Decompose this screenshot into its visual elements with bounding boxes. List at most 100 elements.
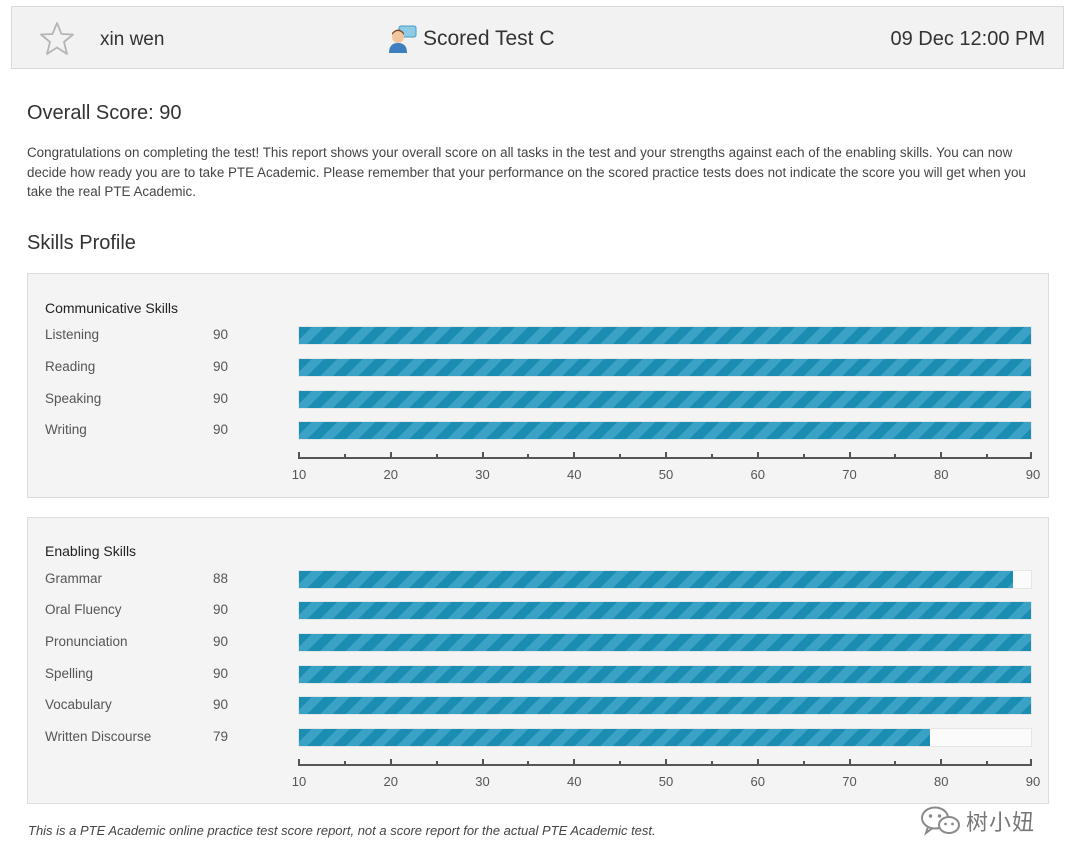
axis-major-tick	[940, 452, 943, 459]
axis-major-tick	[848, 452, 851, 459]
skill-bar-vocabulary	[299, 697, 1031, 714]
skill-bar-track	[298, 601, 1032, 620]
communicative-skills-panel: Communicative Skills Listening 90 Reading 90…	[27, 273, 1049, 498]
skill-score-vocabulary: 90	[213, 697, 229, 712]
skill-label-spelling: Spelling	[45, 666, 94, 681]
skills-profile-title: Skills Profile	[27, 232, 136, 254]
person-chat-icon	[389, 25, 417, 53]
test-title: Scored Test C	[423, 27, 555, 50]
skill-bar-speaking	[299, 391, 1031, 408]
axis-minor-tick	[710, 454, 713, 458]
skill-label-speaking: Speaking	[45, 391, 102, 406]
enabling-skills-panel: Enabling Skills Grammar 88 Oral Fluency 90 Pr…	[27, 517, 1049, 804]
axis-major-tick	[573, 759, 576, 766]
axis-tick-label: 40	[567, 467, 582, 482]
score-axis	[298, 452, 1032, 464]
axis-major-tick	[756, 759, 759, 766]
skill-score-listening: 90	[213, 327, 229, 342]
panel-title: Communicative Skills	[45, 300, 179, 316]
skill-bar-track	[298, 390, 1032, 409]
skill-score-writing: 90	[213, 422, 229, 437]
skill-bar-oral-fluency	[299, 602, 1031, 619]
skill-label-writing: Writing	[45, 422, 87, 437]
axis-major-tick	[298, 759, 300, 766]
skill-bar-track	[298, 358, 1032, 377]
axis-minor-tick	[619, 454, 622, 458]
axis-minor-tick	[435, 761, 438, 765]
axis-minor-tick	[802, 761, 805, 765]
skill-score-spelling: 90	[213, 666, 229, 681]
skill-score-speaking: 90	[213, 391, 229, 406]
axis-minor-tick	[802, 454, 805, 458]
axis-minor-tick	[619, 761, 622, 765]
skill-bar-pronunciation	[299, 634, 1031, 651]
skill-score-written-discourse: 79	[213, 729, 229, 744]
wechat-icon	[921, 806, 960, 836]
footer-disclaimer: This is a PTE Academic online practice t…	[28, 823, 656, 838]
axis-tick-label: 20	[383, 467, 398, 482]
axis-major-tick	[1030, 759, 1032, 766]
overall-score-title: Overall Score: 90	[27, 102, 182, 124]
axis-tick-label: 10	[291, 774, 307, 789]
axis-minor-tick	[986, 454, 989, 458]
axis-major-tick	[573, 452, 576, 459]
axis-tick-label: 70	[842, 467, 857, 482]
axis-tick-label: 70	[842, 774, 857, 789]
axis-minor-tick	[435, 454, 438, 458]
skill-score-oral-fluency: 90	[213, 602, 229, 617]
star-outline-icon[interactable]	[39, 21, 75, 57]
axis-tick-label: 80	[934, 774, 949, 789]
skill-label-pronunciation: Pronunciation	[45, 634, 128, 649]
skill-score-grammar: 88	[213, 571, 229, 586]
skill-bar-writing	[299, 422, 1031, 439]
axis-minor-tick	[343, 454, 346, 458]
axis-tick-label: 50	[658, 467, 674, 482]
axis-minor-tick	[986, 761, 989, 765]
axis-tick-label: 80	[934, 467, 949, 482]
skill-bar-track	[298, 421, 1032, 440]
skill-bar-track	[298, 665, 1032, 684]
axis-minor-tick	[527, 454, 530, 458]
panel-title: Enabling Skills	[45, 543, 137, 559]
axis-tick-label: 30	[475, 467, 490, 482]
skill-label-listening: Listening	[45, 327, 100, 342]
axis-major-tick	[665, 759, 667, 766]
skill-bar-listening	[299, 327, 1031, 344]
skill-bar-track	[298, 728, 1032, 747]
axis-tick-label: 60	[750, 467, 765, 482]
axis-tick-label: 50	[658, 774, 674, 789]
axis-major-tick	[389, 759, 392, 766]
axis-major-tick	[481, 452, 484, 459]
skill-score-pronunciation: 90	[213, 634, 229, 649]
skill-score-reading: 90	[213, 359, 229, 374]
watermark-text: 树小妞	[966, 810, 1036, 835]
skill-label-oral-fluency: Oral Fluency	[45, 602, 122, 617]
axis-tick-label: 90	[1025, 467, 1041, 482]
skill-bar-track	[298, 633, 1032, 652]
skill-label-grammar: Grammar	[45, 571, 102, 586]
axis-major-tick	[756, 452, 759, 459]
skill-label-vocabulary: Vocabulary	[45, 697, 112, 712]
skill-bar-track	[298, 570, 1032, 589]
axis-major-tick	[848, 759, 851, 766]
test-date: 09 Dec 12:00 PM	[890, 28, 1045, 50]
axis-tick-label: 60	[750, 774, 765, 789]
axis-major-tick	[665, 452, 667, 459]
axis-major-tick	[940, 759, 943, 766]
axis-major-tick	[389, 452, 392, 459]
axis-minor-tick	[710, 761, 713, 765]
axis-major-tick	[1030, 452, 1032, 459]
user-name: xin wen	[100, 29, 165, 50]
axis-tick-label: 30	[475, 774, 490, 789]
skill-bar-reading	[299, 359, 1031, 376]
report-description: Congratulations on completing the test! …	[27, 145, 1026, 199]
skill-bar-spelling	[299, 666, 1031, 683]
skill-bar-written-discourse	[299, 729, 931, 746]
axis-minor-tick	[894, 454, 897, 458]
skill-bar-grammar	[299, 571, 1013, 588]
axis-major-tick	[298, 452, 300, 459]
axis-minor-tick	[894, 761, 897, 765]
axis-tick-label: 40	[567, 774, 582, 789]
axis-minor-tick	[343, 761, 346, 765]
axis-major-tick	[481, 759, 484, 766]
